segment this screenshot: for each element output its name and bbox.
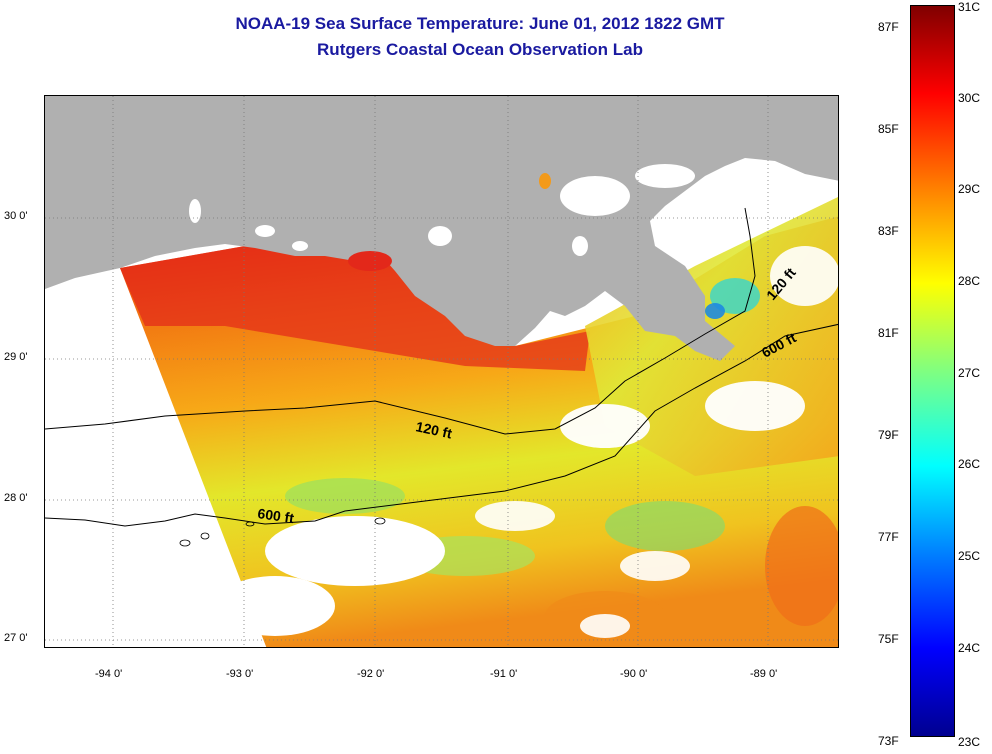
colorbar-c-label: 30C	[958, 91, 981, 105]
map-title: NOAA-19 Sea Surface Temperature: June 01…	[235, 14, 725, 33]
lon-label: -94 0'	[95, 668, 123, 680]
colorbar-c-label: 26C	[958, 457, 981, 471]
colorbar-f-label: 87F	[878, 20, 899, 34]
sst-map: 120 ft 120 ft 600 ft 600 ft	[44, 95, 839, 648]
colorbar-c-label: 29C	[958, 182, 981, 196]
colorbar-f-label: 83F	[878, 224, 899, 238]
map-subtitle: Rutgers Coastal Ocean Observation Lab	[317, 40, 643, 59]
colorbar-f-label: 81F	[878, 326, 899, 340]
lon-label: -92 0'	[357, 668, 385, 680]
lon-label: -93 0'	[226, 668, 254, 680]
colorbar-f-label: 85F	[878, 122, 899, 136]
isobath-120ft	[45, 207, 756, 435]
lon-label: -91 0'	[490, 668, 518, 680]
colorbar-c-label: 23C	[958, 735, 981, 749]
lon-label: -89 0'	[750, 668, 778, 680]
graticule	[45, 96, 838, 647]
colorbar-c-label: 31C	[958, 0, 981, 14]
colorbar-c-label: 24C	[958, 641, 981, 655]
isobath-600ft	[45, 323, 838, 527]
colorbar-f-label: 77F	[878, 530, 899, 544]
isobath-label-600-west: 600 ft	[257, 505, 296, 526]
coastal-lakes	[189, 164, 750, 256]
lon-label: -90 0'	[620, 668, 648, 680]
colorbar-c-label: 25C	[958, 549, 981, 563]
lat-label: 28 0'	[4, 492, 28, 504]
lat-label: 30 0'	[4, 210, 28, 222]
lat-label: 29 0'	[4, 351, 28, 363]
colorbar-c-label: 28C	[958, 274, 981, 288]
colorbar-c-label: 27C	[958, 366, 981, 380]
temperature-colorbar	[910, 5, 955, 737]
colorbar-f-label: 73F	[878, 734, 899, 748]
isobath-label-120-offshore: 120 ft	[414, 418, 453, 441]
colorbar-f-label: 79F	[878, 428, 899, 442]
colorbar-f-label: 75F	[878, 632, 899, 646]
lat-label: 27 0'	[4, 632, 28, 644]
